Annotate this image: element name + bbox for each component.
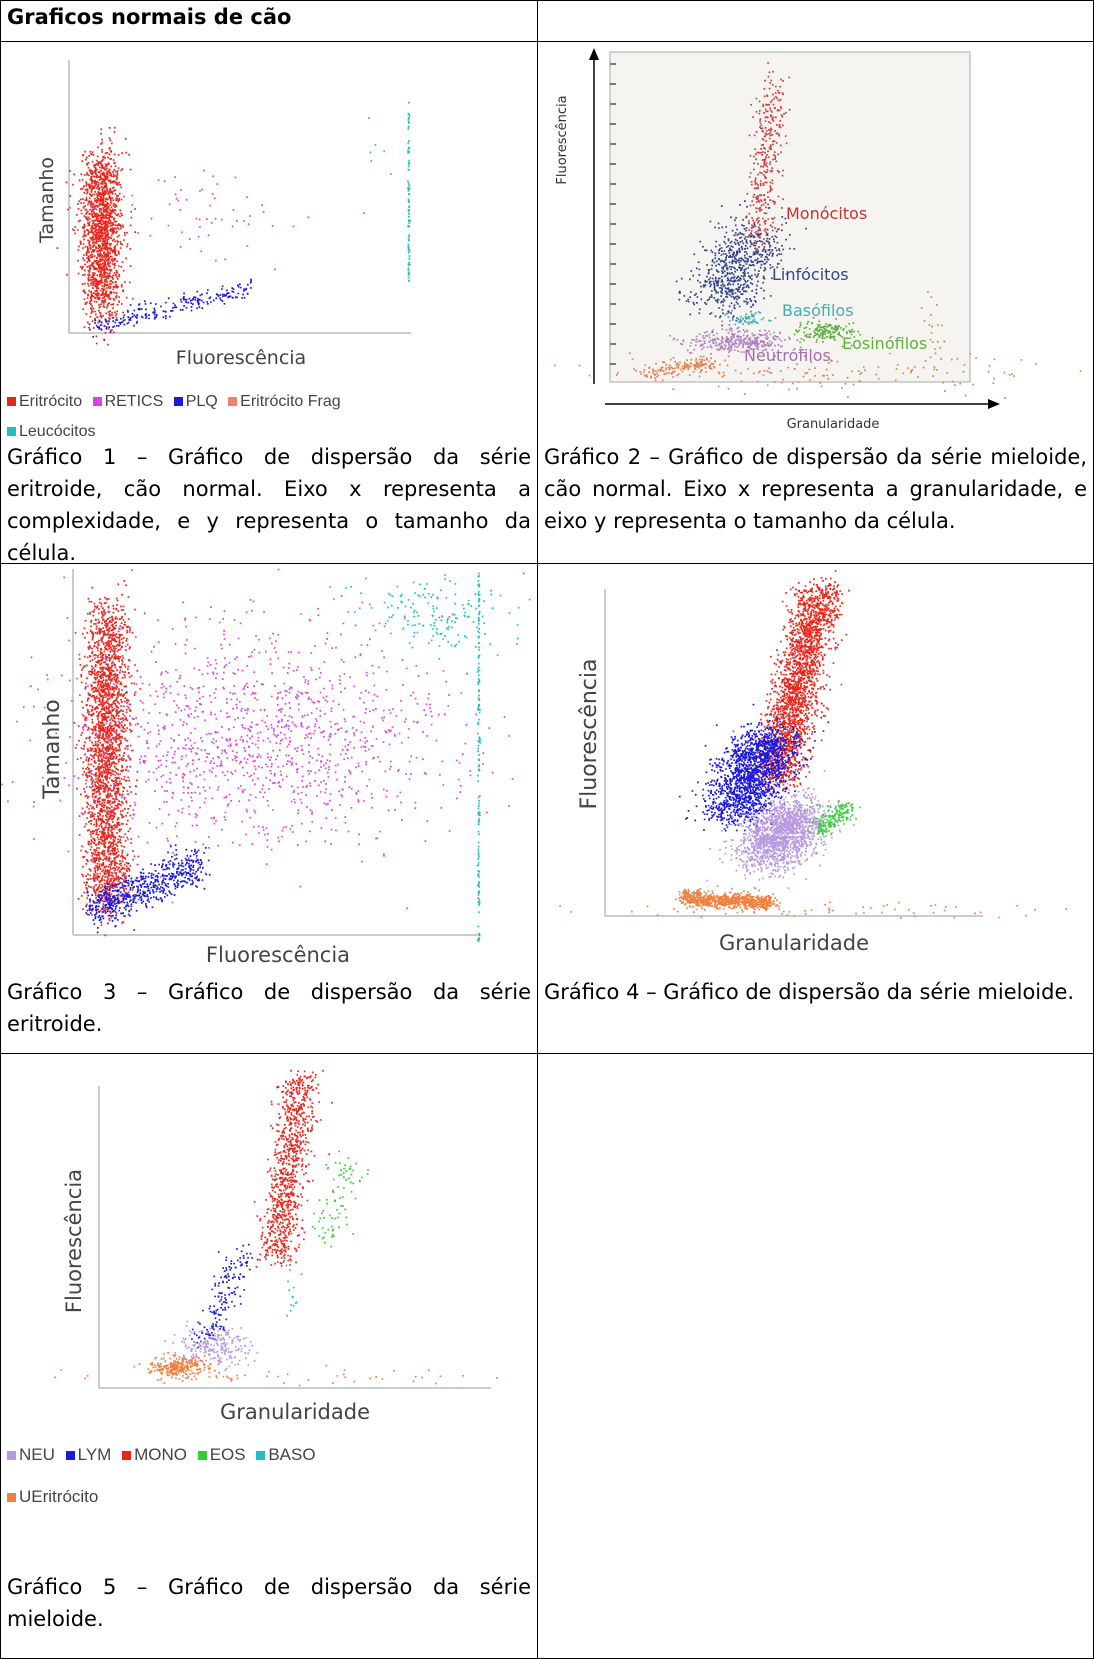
point-cloud [679, 703, 830, 832]
scatter-image: Fluorescência Granularidade [54, 1069, 498, 1424]
point-cloud [73, 580, 146, 937]
caption: Gráfico 5 – Gráfico de dispersão da séri… [7, 1575, 531, 1631]
caption: Gráfico 1 – Gráfico de dispersão da séri… [7, 445, 531, 564]
caption: Gráfico 3 – Gráfico de dispersão da séri… [7, 980, 531, 1036]
point-cloud [56, 126, 137, 346]
point-cloud [407, 101, 411, 282]
legend-item: UEritrócito [19, 1487, 99, 1506]
header-empty [537, 0, 1094, 42]
legend-item: NEU [19, 1445, 55, 1464]
point-cloud [163, 1320, 259, 1378]
cluster-label: Eosinófilos [842, 334, 927, 353]
scatter-image: Fluorescência Granularidade [559, 570, 1068, 955]
legend-item: Leucócitos [19, 423, 96, 440]
x-label: Granularidade [220, 1400, 370, 1424]
point-cloud [368, 117, 392, 175]
header-cell: Graficos normais de cão [0, 0, 538, 42]
point-cloud [1, 568, 525, 910]
point-cloud [54, 1364, 498, 1387]
legend: Eritrócito RETICS PLQ Eritrócito Frag Le… [7, 387, 427, 447]
point-cloud [633, 355, 729, 382]
arrow [589, 48, 599, 60]
legend: NEU LYM MONO EOS BASO UEritrócito [7, 1434, 437, 1518]
caption: Gráfico 2 – Gráfico de dispersão da séri… [544, 445, 1087, 533]
scatter-image: Tamanho Fluorescência [1, 568, 531, 967]
point-cloud [88, 278, 252, 341]
point-cloud [133, 1351, 221, 1382]
legend-item: EOS [209, 1445, 246, 1464]
point-cloud [740, 62, 791, 256]
point-cloud [669, 319, 806, 358]
point-cloud [724, 309, 777, 326]
figure-cell: Fluorescência Granularidade Monócitos Lin… [537, 41, 1094, 564]
y-label: Fluorescência [577, 659, 602, 810]
point-cloud [253, 1069, 333, 1268]
scatter-image: Fluorescência Granularidade Monócitos Lin… [554, 48, 1082, 432]
x-label: Fluorescência [176, 347, 306, 369]
y-label: Tamanho [40, 699, 65, 800]
point-cloud [191, 1243, 259, 1349]
point-cloud [476, 572, 482, 942]
legend-item: Eritrócito [19, 393, 83, 410]
empty-cell [537, 1053, 1094, 1659]
plot-frame [609, 51, 971, 383]
legend-item: LYM [77, 1445, 112, 1464]
legend-item: PLQ [185, 393, 218, 410]
cluster-label: Monócitos [786, 204, 867, 223]
point-cloud [809, 800, 861, 841]
legend-item: MONO [134, 1445, 187, 1464]
figure-cell: Fluorescência Granularidade Gráfico 4 – … [537, 563, 1094, 1054]
point-cloud [283, 1259, 303, 1317]
point-cloud [706, 770, 855, 889]
point-cloud [675, 885, 780, 914]
cluster-label: Linfócitos [772, 265, 849, 284]
x-label: Granularidade [719, 931, 869, 955]
title: Graficos normais de cão [7, 5, 292, 29]
legend-item: RETICS [104, 393, 164, 410]
x-label: Fluorescência [206, 943, 350, 967]
caption: Gráfico 4 – Gráfico de dispersão da séri… [544, 980, 1075, 1004]
point-cloud [311, 1150, 369, 1248]
y-label: Fluorescência [555, 95, 570, 184]
scatter-image: Tamanho Fluorescência [36, 60, 411, 369]
point-cloud [300, 574, 531, 660]
legend-item: Eritrócito Frag [240, 393, 341, 410]
point-cloud [85, 844, 211, 934]
cluster-label: Basófilos [782, 301, 854, 320]
arrow [988, 399, 1000, 409]
y-label: Tamanho [36, 157, 58, 244]
figure-cell: Fluorescência Granularidade NEU LYM MONO… [0, 1053, 538, 1659]
y-label: Fluorescência [62, 1169, 86, 1313]
x-label: Granularidade [787, 417, 880, 432]
legend-item: BASO [268, 1445, 316, 1464]
cluster-label: Neutrófilos [744, 346, 831, 365]
figure-cell: Tamanho Fluorescência Gráfico 3 – Gráfic… [0, 563, 538, 1054]
point-cloud [675, 200, 807, 333]
figure-cell: Tamanho Fluorescência Eritrócito RETICS … [0, 41, 538, 564]
